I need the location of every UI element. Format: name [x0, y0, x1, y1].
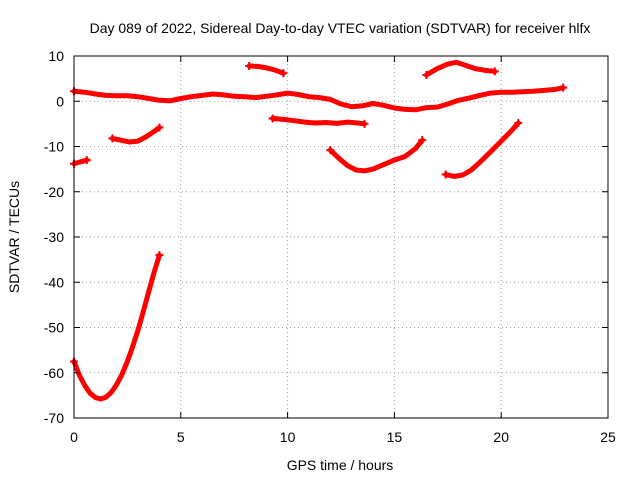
y-tick-label: -60 — [44, 365, 64, 381]
y-tick-label: -50 — [44, 320, 64, 336]
x-tick-label: 5 — [177, 429, 185, 445]
series-line — [71, 85, 566, 113]
data-point-marker — [559, 83, 568, 92]
data-point-marker — [155, 123, 164, 132]
series-line — [246, 63, 286, 76]
data-point-marker — [490, 67, 499, 76]
x-tick-label: 0 — [70, 429, 78, 445]
data-point-marker — [155, 251, 164, 260]
series-upper-segment — [245, 61, 288, 78]
series-line — [270, 115, 367, 127]
x-tick-label: 20 — [493, 429, 509, 445]
data-point-marker — [326, 146, 335, 155]
series-arc-2 — [326, 136, 427, 174]
series-line — [71, 252, 162, 402]
data-point-marker — [514, 118, 523, 127]
x-tick-label: 25 — [600, 429, 616, 445]
y-tick-label: 0 — [56, 93, 64, 109]
data-point-marker — [279, 69, 288, 78]
data-point-marker — [441, 170, 450, 179]
data-point-marker — [82, 156, 91, 165]
series-short-arc-1 — [108, 123, 164, 145]
y-tick-label: -10 — [44, 139, 64, 155]
series-line — [443, 120, 521, 179]
data-point-marker — [422, 71, 431, 80]
y-tick-label: -30 — [44, 229, 64, 245]
series-mid-segment — [268, 114, 369, 128]
series-rising-line — [441, 118, 523, 179]
x-tick-label: 10 — [280, 429, 296, 445]
data-point-marker — [360, 119, 369, 128]
series-upper-arc — [422, 59, 499, 80]
grid-lines — [74, 56, 608, 418]
data-series — [70, 59, 568, 402]
y-tick-label: -20 — [44, 184, 64, 200]
data-point-marker — [108, 134, 117, 143]
data-point-marker — [245, 61, 254, 70]
series-line — [423, 59, 498, 78]
x-axis-label: GPS time / hours — [287, 457, 394, 473]
data-point-marker — [268, 114, 277, 123]
y-tick-label: -40 — [44, 274, 64, 290]
y-tick-label: -70 — [44, 410, 64, 426]
x-tick-label: 15 — [387, 429, 403, 445]
chart-title: Day 089 of 2022, Sidereal Day-to-day VTE… — [90, 20, 591, 36]
series-line — [109, 125, 162, 145]
data-point-marker — [418, 136, 427, 145]
y-tick-label: 10 — [48, 48, 64, 64]
series-line — [327, 137, 425, 174]
axis-ticks: 0 5 10 15 20 25 -70 -60 -50 -40 -30 -20 -10 0 10 — [44, 48, 616, 445]
y-axis-label: SDTVAR / TECUs — [6, 181, 22, 293]
